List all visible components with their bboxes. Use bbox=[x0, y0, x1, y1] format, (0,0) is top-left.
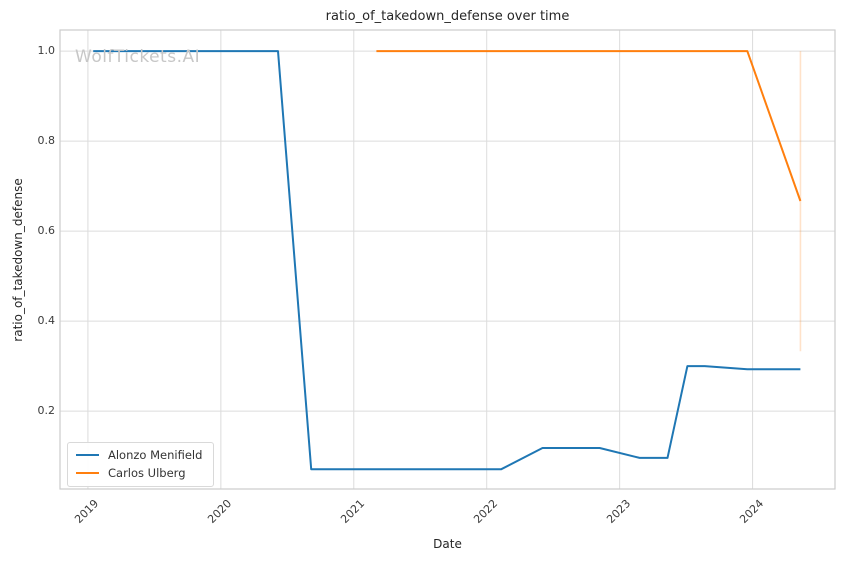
x-axis-label: Date bbox=[433, 537, 462, 551]
legend-label: Carlos Ulberg bbox=[108, 466, 186, 480]
y-tick-label: 0.2 bbox=[37, 404, 56, 418]
legend-label: Alonzo Menifield bbox=[108, 448, 203, 462]
series-line-carlos-ulberg bbox=[376, 50, 802, 202]
y-tick-label: 0.8 bbox=[37, 134, 56, 148]
chart-title: ratio_of_takedown_defense over time bbox=[325, 9, 570, 24]
legend-line-swatch bbox=[76, 454, 99, 456]
legend-line-swatch bbox=[76, 472, 99, 474]
watermark: WolfTickets.AI bbox=[75, 47, 201, 67]
y-tick-label: 0.4 bbox=[37, 314, 56, 328]
y-tick-label: 1.0 bbox=[37, 44, 56, 58]
series-line-alonzo-menifield bbox=[93, 50, 801, 471]
legend-item: Alonzo Menifield bbox=[76, 446, 202, 464]
axes-spines bbox=[59, 29, 836, 490]
y-tick-label: 0.6 bbox=[37, 224, 56, 238]
legend-item: Carlos Ulberg bbox=[76, 464, 202, 482]
legend: Alonzo Menifield Carlos Ulberg bbox=[67, 442, 215, 487]
